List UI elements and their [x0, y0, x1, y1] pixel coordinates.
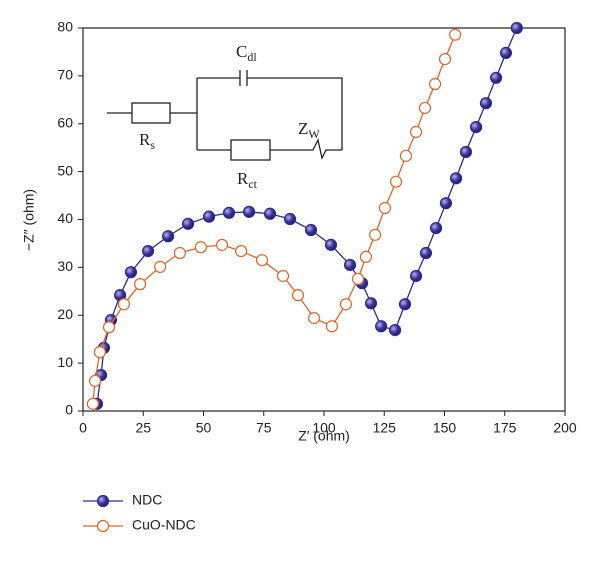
y-tick-label: 30 [57, 258, 73, 274]
y-tick-label: 50 [57, 162, 73, 178]
x-tick-label: 200 [553, 420, 577, 436]
data-point [418, 101, 432, 115]
x-tick-label: 75 [256, 420, 272, 436]
x-tick-label: 150 [433, 420, 457, 436]
legend-label: NDC [132, 492, 162, 508]
data-point [141, 244, 155, 258]
x-tick-label: 100 [312, 420, 336, 436]
annotation-sub: W [308, 127, 320, 141]
data-point [263, 207, 277, 220]
data-point [364, 297, 378, 310]
y-tick-label: 70 [57, 67, 73, 83]
data-point [359, 250, 373, 263]
legend-label: CuO-NDC [132, 517, 196, 533]
data-point [351, 272, 365, 285]
data-point [479, 97, 493, 110]
data-point [375, 320, 388, 333]
x-tick-label: 175 [493, 420, 517, 436]
x-axis-label: Z′ (ohm) [298, 428, 350, 444]
y-tick-label: 60 [57, 114, 73, 130]
data-point [124, 266, 138, 279]
data-point [222, 206, 236, 219]
circuit: Cdl Rs Rct ZW [107, 42, 343, 191]
annotation: Rct [237, 169, 258, 191]
series-line [92, 34, 456, 404]
annotation-text: R [139, 130, 151, 149]
data-point [389, 175, 403, 188]
data-point [343, 258, 357, 272]
annotation-text: R [237, 169, 249, 188]
annotation-sub: ct [248, 177, 257, 191]
y-tick-label: 40 [57, 210, 73, 226]
annotation-sub: s [150, 138, 155, 152]
annotation-text: C [236, 42, 247, 61]
data-point [419, 246, 433, 260]
data-point [429, 77, 442, 91]
data-point [399, 149, 413, 162]
data-point [134, 278, 147, 291]
data-point [93, 346, 106, 359]
annotation: Cdl [236, 42, 257, 64]
x-tick-label: 125 [373, 420, 397, 436]
data-point [409, 269, 423, 283]
data-point [88, 374, 102, 387]
annotation-text: Z [298, 119, 308, 138]
data-point [388, 323, 402, 337]
data-point [489, 71, 503, 84]
y-axis-label: −Z″ (ohm) [21, 189, 37, 251]
data-point [324, 238, 338, 251]
data-point [439, 197, 453, 210]
data-point [276, 269, 290, 283]
data-point [368, 228, 382, 241]
data-point [510, 21, 523, 35]
data-point [469, 121, 483, 134]
data-point [308, 312, 321, 325]
data-point [102, 321, 116, 334]
y-tick-label: 20 [57, 306, 73, 322]
data-point [215, 238, 229, 251]
series-line [96, 27, 518, 404]
y-tick-label: 0 [65, 402, 73, 418]
x-tick-label: 50 [196, 420, 212, 436]
data-point [459, 145, 473, 159]
data-point [398, 298, 412, 311]
data-point [429, 222, 443, 235]
data-point [154, 260, 167, 273]
annotation: ZW [298, 119, 320, 141]
data-point [283, 212, 297, 226]
y-tick-label: 10 [57, 354, 73, 370]
legend-marker [96, 494, 110, 508]
annotation-sub: dl [247, 50, 257, 64]
x-tick-label: 0 [79, 420, 87, 436]
data-point [291, 289, 305, 302]
data-point [202, 210, 216, 223]
data-point [438, 53, 452, 66]
data-point [339, 298, 353, 311]
data-point [161, 230, 175, 243]
data-point [194, 241, 207, 254]
x-tick-label: 25 [135, 420, 151, 436]
data-point [499, 46, 513, 59]
data-point [378, 201, 392, 215]
data-point [234, 244, 248, 258]
data-point [242, 205, 256, 218]
data-point [255, 254, 269, 267]
data-point [409, 125, 423, 138]
data-point [86, 397, 99, 410]
annotation: Rs [139, 130, 155, 152]
data-point [449, 28, 462, 41]
data-point [173, 246, 186, 260]
data-point [181, 217, 195, 230]
data-point [304, 223, 318, 237]
data-point [325, 320, 339, 333]
legend-marker [96, 519, 110, 533]
data-point [117, 298, 131, 311]
data-point [449, 172, 463, 185]
y-tick-label: 80 [57, 19, 73, 35]
